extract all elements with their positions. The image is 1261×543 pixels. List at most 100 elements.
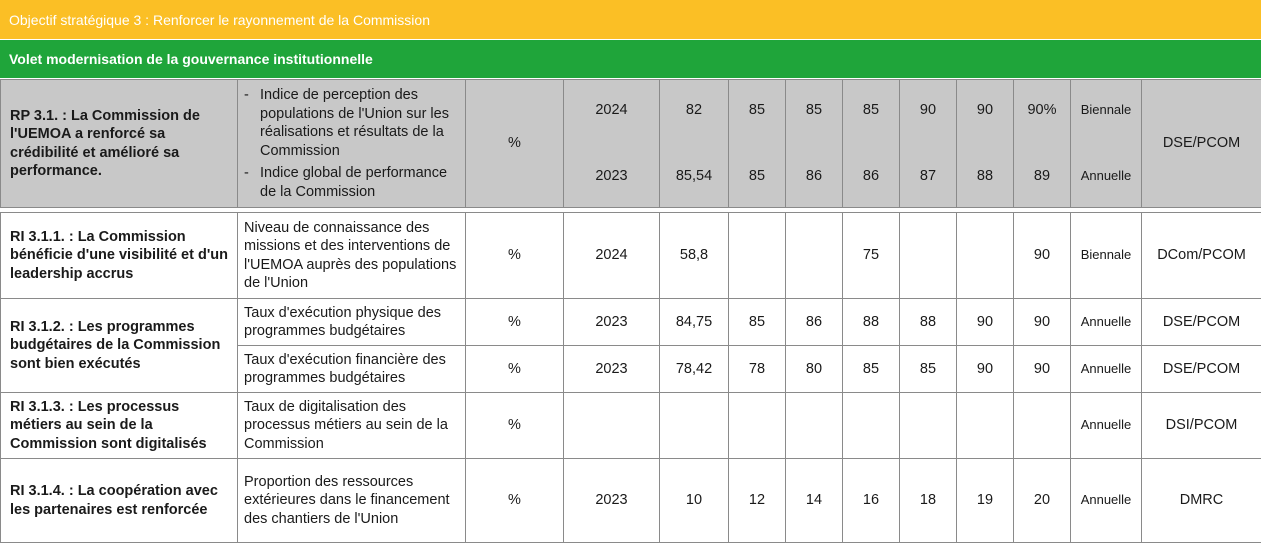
- value-cell: 82 85,54: [659, 79, 729, 208]
- value-cell: 85: [842, 345, 900, 393]
- frequency-cell: Annuelle: [1070, 298, 1142, 346]
- year-value: 2023: [595, 168, 628, 185]
- objective-banner: Objectif stratégique 3 : Renforcer le ra…: [0, 0, 1261, 39]
- value-cell: 90: [1013, 298, 1071, 346]
- value-cell: [842, 392, 900, 459]
- result-label: RI 3.1.3. : Les processus métiers au sei…: [0, 392, 238, 459]
- table-row: RI 3.1.2. : Les programmes budgétaires d…: [0, 298, 1261, 393]
- frequency-cell: Biennale Annuelle: [1070, 79, 1142, 208]
- value-cell: [1013, 392, 1071, 459]
- value-cell: 78,42: [659, 345, 729, 393]
- value-cell: 90 88: [956, 79, 1014, 208]
- value: 87: [919, 168, 937, 185]
- value-cell: 86: [785, 298, 843, 346]
- frequency-cell: Annuelle: [1070, 458, 1142, 543]
- value-cell: 90% 89: [1013, 79, 1071, 208]
- indicator-cell: - Indice de perception des populations de…: [237, 79, 466, 208]
- unit-cell: %: [465, 345, 564, 393]
- value-cell: 90: [1013, 212, 1071, 299]
- responsible-cell: DSE/PCOM: [1141, 79, 1261, 208]
- year-cell: 2024 2023: [563, 79, 660, 208]
- indicator-text: Indice global de performance de la Commi…: [260, 165, 448, 200]
- value-cell: 16: [842, 458, 900, 543]
- result-label: RP 3.1. : La Commission de l'UEMOA a ren…: [0, 79, 238, 208]
- value: 85: [805, 102, 823, 119]
- unit-cell: %: [465, 212, 564, 299]
- value: 88: [976, 168, 994, 185]
- value-cell: 75: [842, 212, 900, 299]
- table-row: RI 3.1.4. : La coopération avec les part…: [0, 458, 1261, 543]
- responsible-cell: DSI/PCOM: [1141, 392, 1261, 459]
- value-cell: [659, 392, 729, 459]
- indicator-cell: Proportion des ressources extérieures da…: [237, 458, 466, 543]
- bullet-dash: -: [244, 165, 249, 181]
- value: 85: [748, 168, 766, 185]
- year-cell: 2023: [563, 345, 660, 393]
- value-cell: [899, 392, 957, 459]
- result-label: RI 3.1.1. : La Commission bénéficie d'un…: [0, 212, 238, 299]
- value-cell: 85: [728, 298, 786, 346]
- year-cell: [563, 392, 660, 459]
- table-row: RI 3.1.3. : Les processus métiers au sei…: [0, 392, 1261, 459]
- value-cell: [785, 212, 843, 299]
- objective-title: Objectif stratégique 3 : Renforcer le ra…: [9, 11, 430, 28]
- year-cell: 2024: [563, 212, 660, 299]
- value: 90%: [1027, 102, 1057, 119]
- results-table: RP 3.1. : La Commission de l'UEMOA a ren…: [0, 79, 1261, 543]
- value-cell: 85 86: [785, 79, 843, 208]
- value: 86: [805, 168, 823, 185]
- value-cell: 14: [785, 458, 843, 543]
- bullet-dash: -: [244, 87, 249, 103]
- responsible-cell: DSE/PCOM: [1141, 298, 1261, 346]
- value-cell: 90: [956, 345, 1014, 393]
- value: 85: [862, 102, 880, 119]
- value-cell: 80: [785, 345, 843, 393]
- frequency-value: Annuelle: [1080, 168, 1132, 184]
- volet-banner: Volet modernisation de la gouvernance in…: [0, 40, 1261, 78]
- value-cell: [899, 212, 957, 299]
- value-cell: 85 86: [842, 79, 900, 208]
- value-cell: 88: [899, 298, 957, 346]
- value: 85: [748, 102, 766, 119]
- value: 82: [685, 102, 703, 119]
- value: 85,54: [675, 168, 713, 185]
- frequency-cell: Annuelle: [1070, 345, 1142, 393]
- value-cell: 90: [956, 298, 1014, 346]
- responsible-cell: DMRC: [1141, 458, 1261, 543]
- indicator-text: Indice de perception des populations de …: [260, 87, 449, 159]
- value-cell: 88: [842, 298, 900, 346]
- value-cell: 12: [728, 458, 786, 543]
- indicator-cell: Niveau de connaissance des missions et d…: [237, 212, 466, 299]
- year-cell: 2023: [563, 458, 660, 543]
- responsible-cell: DSE/PCOM: [1141, 345, 1261, 393]
- result-label: RI 3.1.4. : La coopération avec les part…: [0, 458, 238, 543]
- indicator-cell: Taux de digitalisation des processus mét…: [237, 392, 466, 459]
- volet-title: Volet modernisation de la gouvernance in…: [9, 51, 373, 67]
- value: 90: [919, 102, 937, 119]
- unit-cell: %: [465, 298, 564, 346]
- indicator-cell: Taux d'exécution physique des programmes…: [237, 298, 466, 346]
- value-cell: 85: [899, 345, 957, 393]
- value-cell: 90: [1013, 345, 1071, 393]
- year-cell: 2023: [563, 298, 660, 346]
- responsible-cell: DCom/PCOM: [1141, 212, 1261, 299]
- value-cell: 90 87: [899, 79, 957, 208]
- value: 89: [1033, 168, 1051, 185]
- value-cell: [728, 212, 786, 299]
- unit-cell: %: [465, 458, 564, 543]
- value-cell: 10: [659, 458, 729, 543]
- value-cell: 58,8: [659, 212, 729, 299]
- table-row: Taux d'exécution financière des programm…: [1, 345, 1261, 393]
- value-cell: [728, 392, 786, 459]
- frequency-value: Biennale: [1080, 102, 1132, 118]
- unit-cell: %: [465, 79, 564, 208]
- value-cell: 20: [1013, 458, 1071, 543]
- indicator-cell: Taux d'exécution financière des programm…: [237, 345, 466, 393]
- value-cell: 18: [899, 458, 957, 543]
- year-value: 2024: [595, 102, 628, 119]
- value-cell: [956, 212, 1014, 299]
- value: 86: [862, 168, 880, 185]
- unit-cell: %: [465, 392, 564, 459]
- value-cell: [785, 392, 843, 459]
- result-label: RI 3.1.2. : Les programmes budgétaires d…: [0, 298, 238, 393]
